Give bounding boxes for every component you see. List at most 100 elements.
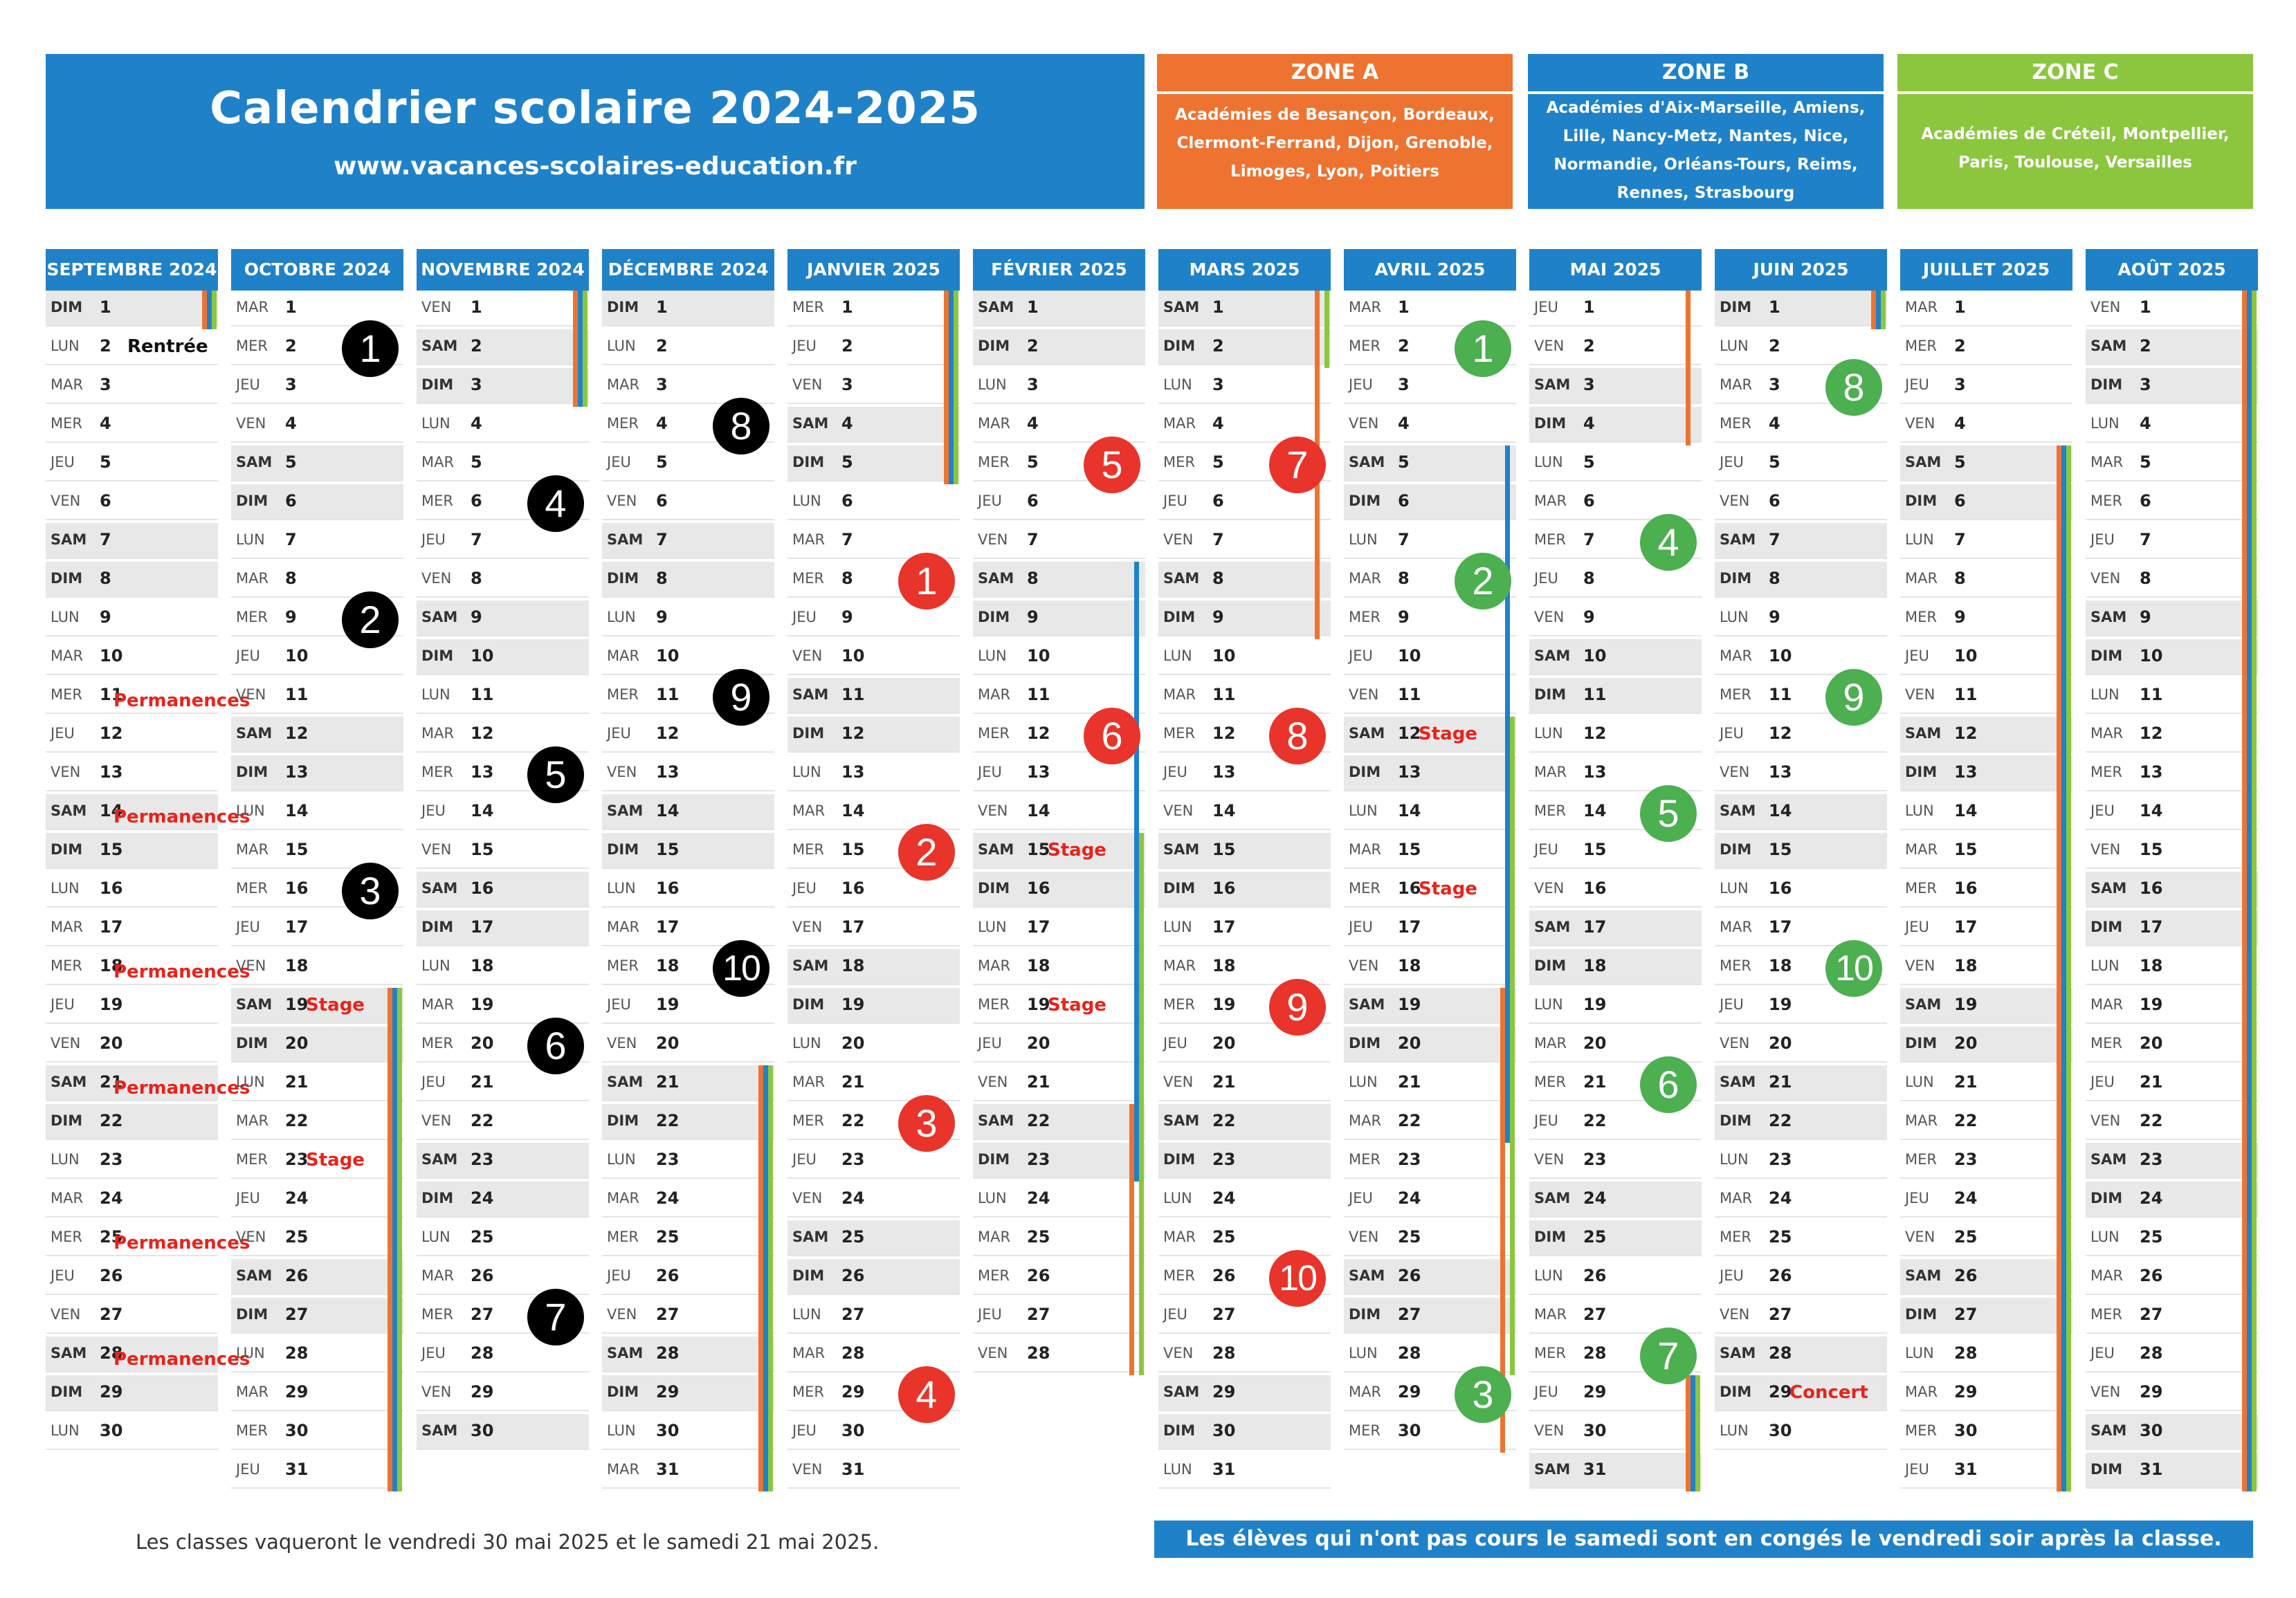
day-row[interactable]: MAR 12: [417, 717, 589, 753]
day-row[interactable]: MER 27: [417, 1298, 589, 1334]
day-row[interactable]: MER 29: [787, 1375, 960, 1411]
day-row[interactable]: DIM 6: [1900, 484, 2072, 520]
day-row[interactable]: MER 21: [1529, 1065, 1702, 1101]
day-row[interactable]: DIM 3: [2086, 368, 2258, 404]
day-row[interactable]: MAR 31: [602, 1453, 774, 1489]
day-row[interactable]: MAR 11: [973, 678, 1145, 714]
day-row[interactable]: DIM 19: [787, 988, 960, 1024]
day-row[interactable]: MER 18: [602, 949, 774, 985]
day-row[interactable]: VEN 25: [1344, 1220, 1516, 1256]
day-row[interactable]: JEU 17: [1344, 910, 1516, 946]
day-row[interactable]: MAR 26: [417, 1259, 589, 1295]
day-row[interactable]: MAR 4: [1158, 407, 1331, 443]
day-row[interactable]: MAR 22: [1344, 1104, 1516, 1140]
day-row[interactable]: DIM 27: [1344, 1298, 1516, 1334]
day-row[interactable]: VEN 11: [1344, 678, 1516, 714]
day-row[interactable]: SAM 9: [2086, 600, 2258, 636]
day-row[interactable]: SAM 23: [2086, 1143, 2258, 1179]
day-row[interactable]: SAM 21: [602, 1065, 774, 1101]
day-row[interactable]: MER 15: [787, 833, 960, 869]
day-row[interactable]: SAM 21: [1715, 1065, 1887, 1101]
day-row[interactable]: DIM 20: [231, 1027, 403, 1063]
day-row[interactable]: MER 2: [1900, 329, 2072, 365]
day-row[interactable]: MAR 24: [46, 1182, 218, 1218]
day-row[interactable]: DIM 17: [2086, 910, 2258, 946]
day-row[interactable]: LUN 26: [1529, 1259, 1702, 1295]
day-row[interactable]: MAR 28: [787, 1337, 960, 1372]
day-row[interactable]: SAM 31: [1529, 1453, 1702, 1489]
day-row[interactable]: LUN 2: [602, 329, 774, 365]
day-row[interactable]: DIM 25: [1529, 1220, 1702, 1256]
day-row[interactable]: MER 18: [46, 949, 218, 985]
day-row[interactable]: DIM 17: [417, 910, 589, 946]
day-row[interactable]: VEN 2: [1529, 329, 1702, 365]
day-row[interactable]: SAM 17: [1529, 910, 1702, 946]
website-url[interactable]: www.vacances-scolaires-education.fr: [334, 152, 857, 181]
day-row[interactable]: VEN 7: [1158, 523, 1331, 559]
day-row[interactable]: MER 4: [1715, 407, 1887, 443]
day-row[interactable]: DIM 31: [2086, 1453, 2258, 1489]
day-row[interactable]: MER 11: [602, 678, 774, 714]
day-row[interactable]: VEN 14: [1158, 794, 1331, 830]
day-row[interactable]: DIM 1: [1715, 291, 1887, 327]
day-row[interactable]: LUN 23: [602, 1143, 774, 1179]
day-row[interactable]: JEU 21: [417, 1065, 589, 1101]
day-row[interactable]: VEN 4: [231, 407, 403, 443]
day-row[interactable]: LUN 20: [787, 1027, 960, 1063]
day-row[interactable]: LUN 14: [1344, 794, 1516, 830]
day-row[interactable]: SAM 9: [417, 600, 589, 636]
day-row[interactable]: SAM 16: [2086, 872, 2258, 908]
day-row[interactable]: JEU 24: [231, 1182, 403, 1218]
day-row[interactable]: JEU 30: [787, 1414, 960, 1450]
day-row[interactable]: VEN 28: [973, 1337, 1145, 1372]
day-row[interactable]: DIM 23: [1158, 1143, 1331, 1179]
day-row[interactable]: LUN 27: [787, 1298, 960, 1334]
day-row[interactable]: JEU 21: [2086, 1065, 2258, 1101]
day-row[interactable]: LUN 25: [2086, 1220, 2258, 1256]
day-row[interactable]: LUN 9: [46, 600, 218, 636]
day-row[interactable]: LUN 2: [1715, 329, 1887, 365]
day-row[interactable]: SAM 5: [1344, 446, 1516, 481]
day-row[interactable]: DIM 13: [231, 755, 403, 791]
day-row[interactable]: SAM 22: [973, 1104, 1145, 1140]
day-row[interactable]: LUN 11: [417, 678, 589, 714]
day-row[interactable]: VEN 25: [1900, 1220, 2072, 1256]
day-row[interactable]: MAR 25: [973, 1220, 1145, 1256]
day-row[interactable]: SAM 8: [1158, 562, 1331, 598]
day-row[interactable]: SAM 3: [1529, 368, 1702, 404]
day-row[interactable]: MER 26: [973, 1259, 1145, 1295]
day-row[interactable]: JEU 7: [2086, 523, 2258, 559]
day-row[interactable]: JEU 7: [417, 523, 589, 559]
day-row[interactable]: LUN 24: [1158, 1182, 1331, 1218]
day-row[interactable]: MAR 22: [231, 1104, 403, 1140]
day-row[interactable]: VEN 13: [1715, 755, 1887, 791]
day-row[interactable]: SAM 28: [1715, 1337, 1887, 1372]
day-row[interactable]: JEU 13: [973, 755, 1145, 791]
day-row[interactable]: JEU 16: [787, 872, 960, 908]
day-row[interactable]: DIM 6: [231, 484, 403, 520]
day-row[interactable]: VEN 11: [231, 678, 403, 714]
day-row[interactable]: LUN 16: [602, 872, 774, 908]
day-row[interactable]: SAM 5: [231, 446, 403, 481]
day-row[interactable]: SAM 19: [1344, 988, 1516, 1024]
day-row[interactable]: JEU 3: [1344, 368, 1516, 404]
day-row[interactable]: SAM 16: [417, 872, 589, 908]
day-row[interactable]: DIM 12: [787, 717, 960, 753]
day-row[interactable]: MAR 29: [231, 1375, 403, 1411]
day-row[interactable]: MER 11: [1715, 678, 1887, 714]
day-row[interactable]: MER 27: [2086, 1298, 2258, 1334]
day-row[interactable]: JEU 19: [46, 988, 218, 1024]
day-row[interactable]: SAM 26: [1900, 1259, 2072, 1295]
day-row[interactable]: JEU 26: [46, 1259, 218, 1295]
day-row[interactable]: LUN 28: [1344, 1337, 1516, 1372]
day-row[interactable]: LUN 3: [1158, 368, 1331, 404]
day-row[interactable]: JEU 26: [1715, 1259, 1887, 1295]
day-row[interactable]: VEN 4: [1900, 407, 2072, 443]
day-row[interactable]: SAM 23: [417, 1143, 589, 1179]
day-row[interactable]: SAM 5: [1900, 446, 2072, 481]
day-row[interactable]: DIM 10: [417, 639, 589, 675]
day-row[interactable]: MAR 18: [1158, 949, 1331, 985]
day-row[interactable]: JEU 12: [602, 717, 774, 753]
day-row[interactable]: MAR 5: [2086, 446, 2258, 481]
day-row[interactable]: DIM 3: [417, 368, 589, 404]
